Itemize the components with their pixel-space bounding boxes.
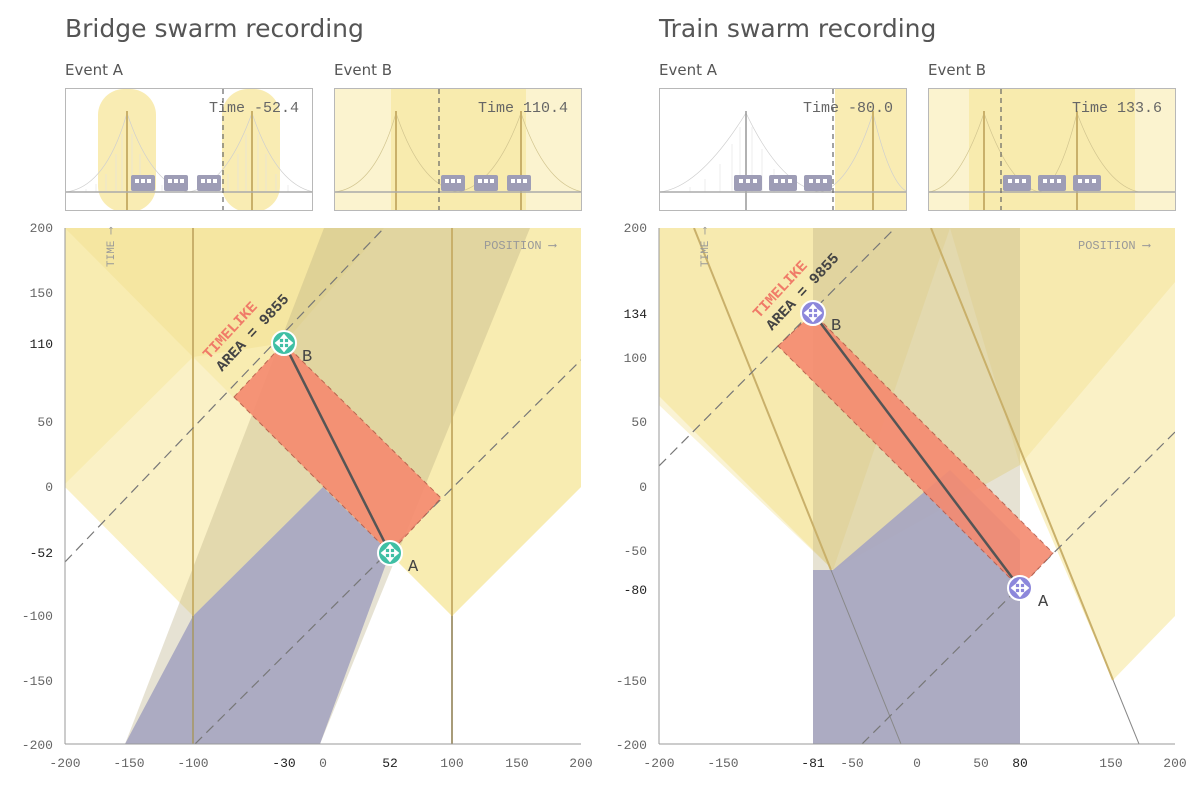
y-tick: -150 [22, 674, 53, 689]
event-b-time: Time 133.6 [1071, 100, 1162, 117]
x-tick: 200 [569, 756, 592, 771]
move-arrows-icon [803, 303, 823, 323]
y-tick-highlight: 134 [624, 307, 648, 322]
event-a-time: Time -80.0 [802, 100, 893, 117]
event-b-marker-label: B [831, 317, 841, 336]
x-tick: 150 [1099, 756, 1122, 771]
bridge-scene-illustration [66, 89, 312, 210]
panel-title: Train swarm recording [659, 14, 937, 43]
x-tick: 200 [1163, 756, 1186, 771]
event-a-thumbnail: Time -80.0 [659, 88, 907, 211]
x-tick-highlight: 52 [382, 756, 398, 771]
event-a-handle[interactable] [1007, 575, 1033, 601]
move-arrows-icon [380, 543, 400, 563]
bridge-scene-illustration [660, 89, 906, 210]
x-tick-highlight: -30 [272, 756, 295, 771]
event-b-thumbnail: Time 110.4 [334, 88, 582, 211]
x-tick: 0 [319, 756, 327, 771]
y-tick: -200 [22, 738, 53, 753]
event-b-handle[interactable] [800, 300, 826, 326]
x-tick-highlight: -81 [801, 756, 825, 771]
event-a-label: Event A [65, 61, 124, 79]
x-tick: -100 [177, 756, 208, 771]
spacetime-diagram: TIME ⟶ POSITION ⟶ 200 134 100 50 0 -50 -… [616, 221, 1187, 771]
spacetime-diagram: TIME ⟶ POSITION ⟶ 200 150 110 50 0 -52 -… [22, 221, 593, 771]
y-tick: 200 [30, 221, 53, 236]
train-panel: Train swarm recording Event A Event B [594, 0, 1200, 787]
y-tick-highlight: -52 [30, 546, 53, 561]
event-b-time: Time 110.4 [477, 100, 568, 117]
x-axis-label: POSITION ⟶ [484, 239, 557, 253]
panel-title: Bridge swarm recording [65, 14, 364, 43]
y-tick: 50 [631, 415, 647, 430]
y-tick: -50 [624, 544, 647, 559]
event-a-marker-label: A [1038, 593, 1049, 612]
y-tick: -200 [616, 738, 647, 753]
y-tick: 50 [37, 415, 53, 430]
x-tick: -200 [643, 756, 674, 771]
event-a-marker-label: A [408, 558, 419, 577]
x-tick: -150 [707, 756, 738, 771]
x-tick: -50 [840, 756, 863, 771]
event-b-label: Event B [334, 61, 393, 79]
y-tick-highlight: 110 [30, 337, 53, 352]
y-tick: 100 [624, 351, 647, 366]
x-tick: 0 [913, 756, 921, 771]
event-b-thumbnail: Time 133.6 [928, 88, 1176, 211]
y-tick: 150 [30, 286, 53, 301]
move-arrows-icon [274, 333, 294, 353]
x-tick: 100 [440, 756, 463, 771]
event-b-marker-label: B [302, 348, 312, 367]
event-b-handle[interactable] [271, 330, 297, 356]
x-tick-highlight: 80 [1012, 756, 1028, 771]
y-axis-label: TIME ⟶ [700, 226, 712, 267]
event-a-label: Event A [659, 61, 718, 79]
event-b-label: Event B [928, 61, 987, 79]
y-tick: -150 [616, 674, 647, 689]
x-axis-label: POSITION ⟶ [1078, 239, 1151, 253]
bridge-panel: Bridge swarm recording Event A Event B [0, 0, 593, 787]
event-a-thumbnail: Time -52.4 [65, 88, 313, 211]
x-tick: 50 [973, 756, 989, 771]
bridge-scene-illustration [929, 89, 1175, 210]
event-a-time: Time -52.4 [208, 100, 299, 117]
x-tick: -150 [113, 756, 144, 771]
y-tick-highlight: -80 [624, 583, 647, 598]
event-a-handle[interactable] [377, 540, 403, 566]
x-tick: 150 [505, 756, 528, 771]
y-tick: 0 [639, 480, 647, 495]
y-tick: 0 [45, 480, 53, 495]
y-tick: 200 [624, 221, 647, 236]
bridge-scene-illustration [335, 89, 581, 210]
move-arrows-icon [1010, 578, 1030, 598]
y-tick: -100 [22, 609, 53, 624]
y-axis-label: TIME ⟶ [106, 226, 118, 267]
x-tick: -200 [49, 756, 80, 771]
